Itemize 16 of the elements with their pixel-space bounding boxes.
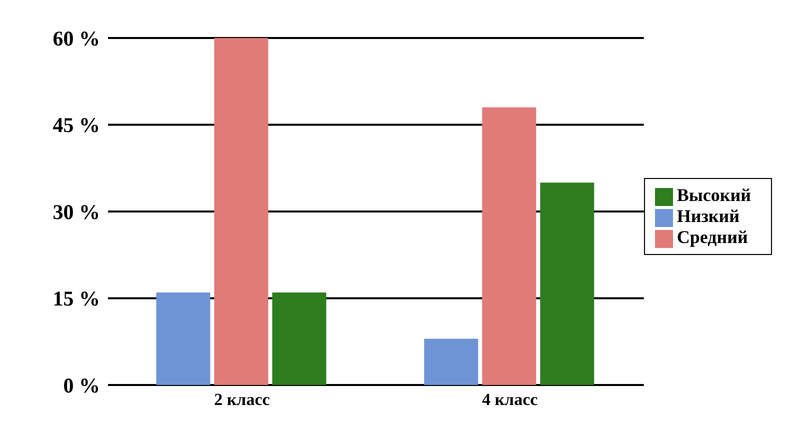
legend-label: Средний xyxy=(676,227,748,247)
legend-label: Высокий xyxy=(676,185,751,205)
bar xyxy=(424,338,478,385)
bar xyxy=(214,38,268,385)
y-tick-label: 15 % xyxy=(52,286,100,311)
y-tick-label: 60 % xyxy=(52,26,100,50)
legend-label: Низкий xyxy=(676,206,740,226)
y-tick-label: 0 % xyxy=(63,373,100,398)
x-tick-label: 2 класс xyxy=(214,390,270,410)
bar xyxy=(272,292,326,385)
y-tick-label: 45 % xyxy=(52,113,100,138)
y-tick-label: 30 % xyxy=(52,200,100,224)
bar xyxy=(156,292,210,385)
bar xyxy=(540,182,594,385)
x-tick-label: 4 класс xyxy=(482,390,538,410)
bar xyxy=(482,107,536,385)
